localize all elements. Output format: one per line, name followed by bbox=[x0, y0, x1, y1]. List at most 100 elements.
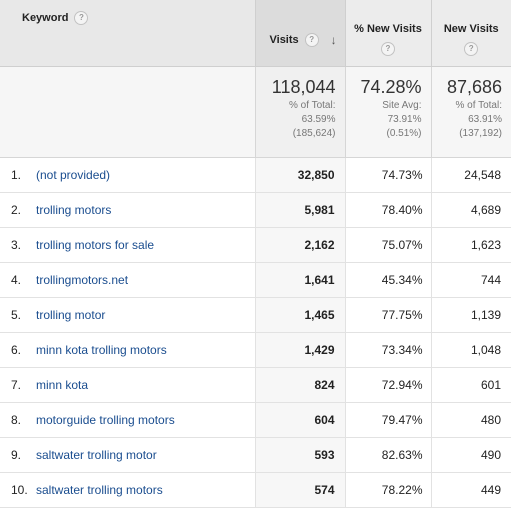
keyword-header-label: Keyword bbox=[22, 12, 69, 24]
row-index: 6. bbox=[11, 343, 22, 357]
new-visits-cell: 744 bbox=[431, 262, 511, 298]
table-row: 10. saltwater trolling motors 574 78.22% … bbox=[0, 472, 511, 508]
keyword-cell: 9. saltwater trolling motor bbox=[0, 437, 256, 473]
row-index: 7. bbox=[11, 378, 22, 392]
keyword-cell: 10. saltwater trolling motors bbox=[0, 472, 256, 508]
table-row: 8. motorguide trolling motors 604 79.47% … bbox=[0, 402, 511, 438]
new-visits-cell: 480 bbox=[431, 402, 511, 438]
new-visits-cell: 449 bbox=[431, 472, 511, 508]
new-visits-cell: 1,623 bbox=[431, 227, 511, 263]
new-visits-column-header[interactable]: New Visits ? bbox=[431, 0, 511, 67]
new-visits-cell: 1,139 bbox=[431, 297, 511, 333]
pct-new-visits-cell: 74.73% bbox=[345, 157, 432, 193]
keyword-cell: 7. minn kota bbox=[0, 367, 256, 403]
table-row: 5. trolling motor 1,465 77.75% 1,139 bbox=[0, 297, 511, 333]
table-row: 6. minn kota trolling motors 1,429 73.34%… bbox=[0, 332, 511, 368]
header-row: Keyword ? Visits ? ↓ % New Visits ? bbox=[0, 0, 511, 67]
keyword-link[interactable]: saltwater trolling motor bbox=[36, 448, 157, 462]
new-visits-cell: 601 bbox=[431, 367, 511, 403]
row-index: 5. bbox=[11, 308, 22, 322]
help-icon[interactable]: ? bbox=[74, 11, 89, 25]
totals-new-visits-value: 87,686 bbox=[446, 77, 502, 97]
keyword-link[interactable]: trolling motors for sale bbox=[36, 238, 155, 252]
keyword-link[interactable]: trollingmotors.net bbox=[36, 273, 129, 287]
row-index: 8. bbox=[11, 413, 22, 427]
new-visits-cell: 4,689 bbox=[431, 192, 511, 228]
keyword-link[interactable]: saltwater trolling motors bbox=[36, 483, 163, 497]
visits-cell: 2,162 bbox=[255, 227, 346, 263]
keyword-link[interactable]: minn kota trolling motors bbox=[36, 343, 167, 357]
totals-new-visits-total: (137,192) bbox=[459, 128, 502, 139]
new-visits-cell: 490 bbox=[431, 437, 511, 473]
pct-new-visits-cell: 78.40% bbox=[345, 192, 432, 228]
totals-pct-new-visits-avg: 73.91% bbox=[387, 114, 422, 125]
help-icon[interactable]: ? bbox=[304, 33, 319, 47]
keyword-link[interactable]: trolling motors bbox=[36, 203, 112, 217]
sort-descending-icon[interactable]: ↓ bbox=[330, 33, 337, 47]
row-index: 1. bbox=[11, 168, 22, 182]
keyword-cell: 3. trolling motors for sale bbox=[0, 227, 256, 263]
totals-pct-new-visits-label: Site Avg: bbox=[382, 100, 422, 111]
keyword-cell: 4. trollingmotors.net bbox=[0, 262, 256, 298]
table-row: 4. trollingmotors.net 1,641 45.34% 744 bbox=[0, 262, 511, 298]
keyword-cell: 1. (not provided) bbox=[0, 157, 256, 193]
totals-pct-new-visits-value: 74.28% bbox=[360, 77, 422, 97]
keyword-link[interactable]: trolling motor bbox=[36, 308, 106, 322]
keyword-cell: 6. minn kota trolling motors bbox=[0, 332, 256, 368]
visits-cell: 593 bbox=[255, 437, 346, 473]
visits-cell: 5,981 bbox=[255, 192, 346, 228]
visits-column-header[interactable]: Visits ? ↓ bbox=[255, 0, 346, 67]
totals-new-visits-percent: 63.91% bbox=[468, 114, 502, 125]
keyword-column-header[interactable]: Keyword ? bbox=[0, 0, 256, 67]
visits-header-label: Visits bbox=[269, 34, 299, 46]
visits-cell: 1,641 bbox=[255, 262, 346, 298]
pct-new-visits-cell: 45.34% bbox=[345, 262, 432, 298]
pct-new-visits-cell: 78.22% bbox=[345, 472, 432, 508]
keyword-link[interactable]: (not provided) bbox=[36, 168, 111, 182]
totals-visits-value: 118,044 bbox=[271, 77, 336, 97]
row-index: 2. bbox=[11, 203, 22, 217]
visits-cell: 824 bbox=[255, 367, 346, 403]
table-row: 1. (not provided) 32,850 74.73% 24,548 bbox=[0, 157, 511, 193]
totals-pct-new-visits-diff: (0.51%) bbox=[386, 128, 422, 139]
totals-visits-cell: 118,044 % of Total: 63.59% (185,624) bbox=[255, 66, 346, 158]
totals-visits-percent: 63.59% bbox=[301, 114, 336, 125]
pct-new-visits-column-header[interactable]: % New Visits ? bbox=[345, 0, 432, 67]
totals-keyword-cell bbox=[0, 66, 256, 158]
keyword-cell: 2. trolling motors bbox=[0, 192, 256, 228]
help-icon[interactable]: ? bbox=[381, 42, 395, 56]
new-visits-header-label: New Visits bbox=[443, 23, 499, 35]
row-index: 3. bbox=[11, 238, 22, 252]
visits-cell: 574 bbox=[255, 472, 346, 508]
pct-new-visits-cell: 79.47% bbox=[345, 402, 432, 438]
totals-new-visits-cell: 87,686 % of Total: 63.91% (137,192) bbox=[431, 66, 511, 158]
visits-cell: 1,465 bbox=[255, 297, 346, 333]
table-row: 3. trolling motors for sale 2,162 75.07% … bbox=[0, 227, 511, 263]
visits-cell: 604 bbox=[255, 402, 346, 438]
pct-new-visits-cell: 73.34% bbox=[345, 332, 432, 368]
new-visits-cell: 1,048 bbox=[431, 332, 511, 368]
visits-cell: 32,850 bbox=[255, 157, 346, 193]
row-index: 9. bbox=[11, 448, 22, 462]
pct-new-visits-header-label: % New Visits bbox=[354, 23, 422, 35]
keyword-link[interactable]: minn kota bbox=[36, 378, 89, 392]
new-visits-cell: 24,548 bbox=[431, 157, 511, 193]
table-row: 7. minn kota 824 72.94% 601 bbox=[0, 367, 511, 403]
help-icon[interactable]: ? bbox=[464, 42, 479, 56]
row-index: 10. bbox=[11, 483, 28, 497]
keyword-link[interactable]: motorguide trolling motors bbox=[36, 413, 175, 427]
pct-new-visits-cell: 72.94% bbox=[345, 367, 432, 403]
keyword-cell: 8. motorguide trolling motors bbox=[0, 402, 256, 438]
table-row: 2. trolling motors 5,981 78.40% 4,689 bbox=[0, 192, 511, 228]
row-index: 4. bbox=[11, 273, 22, 287]
pct-new-visits-cell: 75.07% bbox=[345, 227, 432, 263]
pct-new-visits-cell: 82.63% bbox=[345, 437, 432, 473]
totals-pct-new-visits-cell: 74.28% Site Avg: 73.91% (0.51%) bbox=[345, 66, 432, 158]
table-row: 9. saltwater trolling motor 593 82.63% 49… bbox=[0, 437, 511, 473]
totals-visits-total: (185,624) bbox=[292, 128, 336, 139]
totals-new-visits-label: % of Total: bbox=[455, 100, 502, 111]
visits-cell: 1,429 bbox=[255, 332, 346, 368]
keyword-cell: 5. trolling motor bbox=[0, 297, 256, 333]
pct-new-visits-cell: 77.75% bbox=[345, 297, 432, 333]
